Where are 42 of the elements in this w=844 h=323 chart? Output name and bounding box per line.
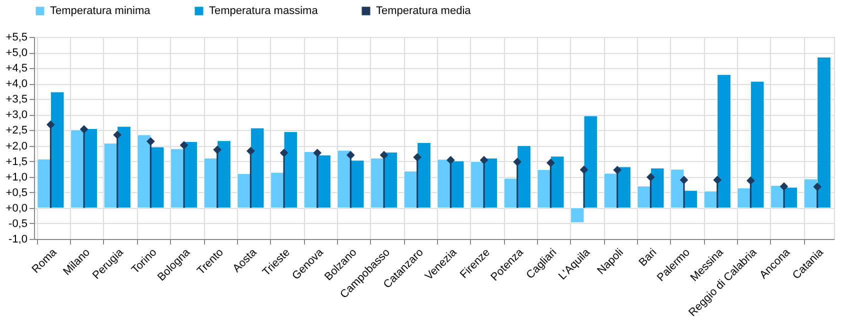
point [113, 130, 122, 140]
point [280, 148, 288, 158]
y-tick-label: +2,0 [6, 140, 28, 152]
point [580, 166, 588, 174]
point [346, 150, 355, 160]
x-tick-label: Bari [636, 246, 660, 269]
point [546, 158, 555, 168]
y-tick-label: +5,0 [6, 47, 28, 60]
point [480, 156, 488, 164]
legend-label: Temperatura massima [209, 5, 319, 17]
y-tick-label: -1,0 [8, 234, 28, 246]
point [813, 182, 822, 191]
point [80, 125, 88, 134]
point [246, 146, 255, 156]
y-tick-label: +1,5 [6, 156, 28, 168]
y-tick-label: -0,5 [8, 218, 28, 230]
point [380, 150, 388, 160]
y-tick-label: +3,5 [6, 94, 28, 106]
point [780, 182, 788, 191]
y-tick-label: +1,0 [6, 171, 28, 184]
y-tick-label: +5,5 [6, 32, 28, 44]
point [146, 137, 155, 146]
point [513, 158, 522, 166]
y-tick-label: +2,5 [6, 124, 28, 137]
point [646, 172, 655, 182]
legend-label: Temperatura media [376, 5, 472, 17]
point [413, 153, 422, 162]
point [313, 148, 322, 158]
point [746, 176, 755, 185]
point [446, 156, 455, 164]
y-tick-label: +4,0 [6, 78, 28, 90]
point [713, 176, 722, 184]
point [613, 166, 622, 174]
point [680, 176, 688, 184]
y-tick-label: +0,5 [6, 186, 28, 199]
legend-label: Temperatura minima [50, 5, 152, 17]
y-tick-label: +4,5 [6, 62, 28, 75]
point [46, 120, 55, 129]
y-tick-label: +0,0 [6, 202, 28, 214]
point [180, 140, 188, 150]
y-tick-label: +3,0 [6, 109, 28, 122]
point [213, 146, 222, 154]
